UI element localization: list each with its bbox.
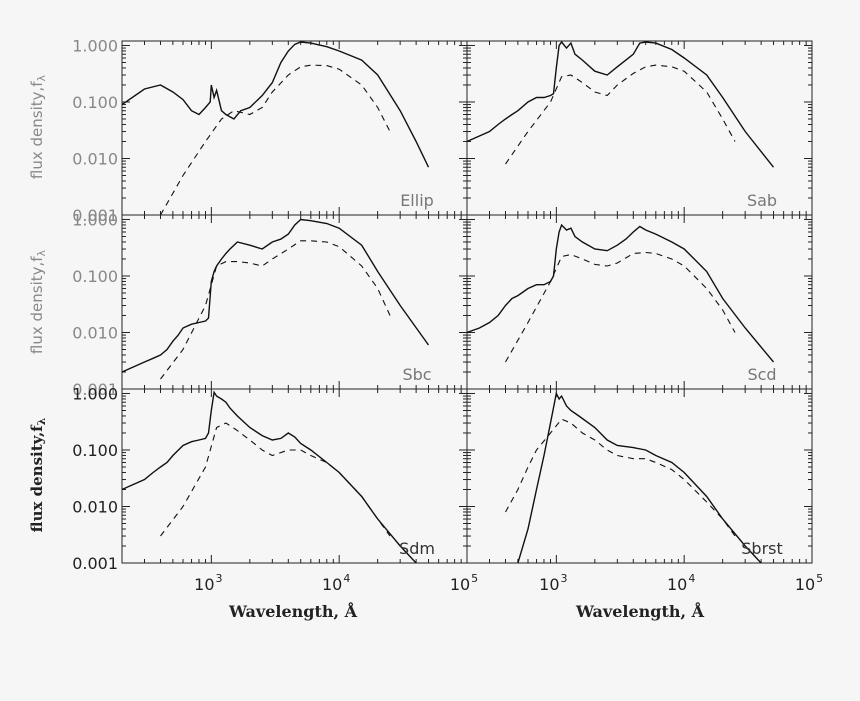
panel-labels: Ellip Sab Sbc Scd Sdm Sbrst <box>399 191 783 558</box>
panel-label: Sbrst <box>741 539 783 558</box>
sed-component-dashed-line <box>505 251 736 363</box>
y-tick-label: 0.010 <box>72 149 118 168</box>
panel-sbrst: 103 104 105 <box>466 388 823 594</box>
sed-total-line <box>517 391 762 563</box>
y-tick-label: 0.001 <box>72 380 118 399</box>
y-tick-label: 0.010 <box>72 323 118 342</box>
panel-sdm: 1.000 0.100 0.010 0.001 103 104 105 <box>72 384 478 594</box>
y-tick-label: 1.000 <box>72 36 118 55</box>
panel-scd <box>466 214 813 390</box>
panel-label: Scd <box>747 365 776 384</box>
y-axis-label-row1: flux density,fλ <box>28 74 48 179</box>
sed-total-line <box>122 390 417 563</box>
y-tick-label: 0.001 <box>72 554 118 573</box>
y-tick-label: 1.000 <box>72 384 118 403</box>
x-tick-label: 104 <box>667 572 695 594</box>
y-tick-label: 0.100 <box>72 267 118 286</box>
panel-label: Sbc <box>402 365 431 384</box>
y-tick-label: 0.001 <box>72 206 118 225</box>
y-axis-labels: flux density,fλ flux density,fλ flux den… <box>28 74 48 532</box>
panel-frame <box>121 40 468 216</box>
x-tick-label: 105 <box>795 572 823 594</box>
sed-total-line <box>467 41 775 168</box>
panel-frame <box>466 214 813 390</box>
y-axis-label-row3: flux density,fλ <box>28 417 48 532</box>
panel-label: Sdm <box>399 539 435 558</box>
sed-component-dashed-line <box>505 64 736 165</box>
x-axis-label-right: Wavelength, Å <box>575 600 705 621</box>
y-axis-label-row2: flux density,fλ <box>28 249 48 354</box>
panel-ellip: 1.000 0.100 0.010 0.001 <box>72 36 468 225</box>
plot-layer: 1.0000.1000.0100.0011.0000.1000.0100.001… <box>72 36 823 594</box>
sed-component-dashed-line <box>160 240 391 380</box>
x-tick-label: 103 <box>539 572 567 594</box>
sed-total-line <box>122 41 430 168</box>
panel-frame <box>121 214 468 390</box>
y-tick-label: 1.000 <box>72 210 118 229</box>
panel-label: Sab <box>747 191 777 210</box>
y-tick-label: 0.010 <box>72 497 118 516</box>
y-tick-label: 0.100 <box>72 93 118 112</box>
x-tick-label: 103 <box>194 572 222 594</box>
panel-sbc: 1.000 0.100 0.010 0.001 <box>72 210 468 399</box>
sed-total-line <box>122 218 430 373</box>
sed-component-dashed-line <box>505 418 736 537</box>
panel-label: Ellip <box>400 191 434 210</box>
panel-sab <box>466 40 813 216</box>
sed-total-line <box>467 223 775 363</box>
panel-frame <box>466 40 813 216</box>
panel-frame <box>121 388 468 564</box>
x-tick-label: 105 <box>450 572 478 594</box>
x-axis-label-left: Wavelength, Å <box>228 600 358 621</box>
sed-component-dashed-line <box>160 64 391 215</box>
panel-frame <box>466 388 813 564</box>
sed-component-dashed-line <box>160 422 391 537</box>
x-tick-label: 104 <box>322 572 350 594</box>
y-tick-label: 0.100 <box>72 441 118 460</box>
x-axis-labels: Wavelength, Å Wavelength, Å <box>228 600 705 621</box>
